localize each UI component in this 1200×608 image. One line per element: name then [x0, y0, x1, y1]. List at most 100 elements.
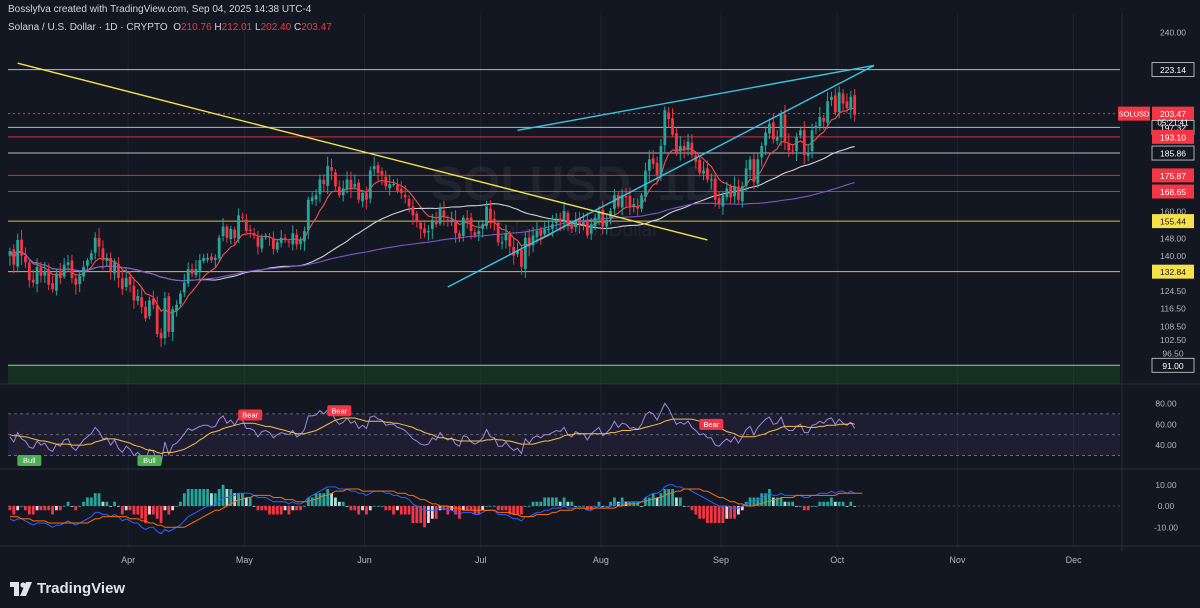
candle-body [349, 179, 353, 189]
candle-body [768, 123, 771, 134]
candle-body [582, 222, 585, 224]
candle [469, 212, 473, 240]
macd-histogram-bar [244, 497, 248, 506]
macd-histogram-bar [58, 506, 62, 511]
candle [849, 90, 853, 119]
open-label: O [173, 22, 182, 33]
candle [830, 91, 833, 106]
candle-body [217, 237, 221, 259]
open-value: 210.76 [181, 22, 212, 33]
macd-histogram-bar [66, 501, 70, 506]
candle [454, 210, 457, 243]
macd-histogram-bar [148, 506, 151, 515]
candle [554, 212, 558, 230]
macd-histogram-bar [574, 506, 578, 507]
macd-histogram-bar [818, 501, 822, 506]
macd-histogram-bar [725, 506, 729, 519]
candle [392, 179, 395, 187]
svg-text:240.00: 240.00 [1160, 27, 1186, 37]
tradingview-logo-icon [10, 581, 32, 596]
candle-body [20, 239, 23, 256]
candle-body [70, 260, 74, 279]
macd-histogram-bar [675, 497, 678, 506]
x-tick-nov: Nov [949, 555, 966, 565]
candle-body [109, 257, 113, 272]
macd-signal-line [9, 488, 863, 528]
trendlines[interactable] [17, 62, 875, 288]
candle-body [388, 184, 392, 189]
candle-body [461, 217, 465, 236]
tradingview-logo[interactable]: TradingView [10, 580, 125, 597]
macd-histogram-bar [721, 506, 725, 523]
candle-body [663, 110, 667, 146]
y-tick-193.10: 193.10 [1152, 129, 1194, 144]
candle [690, 134, 694, 159]
candle [655, 156, 659, 185]
candle [252, 228, 256, 239]
candle [597, 206, 601, 226]
macd-histogram-bar [547, 497, 550, 506]
macd-histogram-bar [217, 489, 221, 506]
candle [353, 174, 357, 190]
candle [682, 140, 686, 159]
macd-histogram-bar [582, 506, 585, 507]
candle-body [512, 246, 516, 256]
candle [430, 213, 434, 239]
candle [314, 189, 318, 206]
candle-body [535, 231, 539, 238]
candle-body [853, 95, 857, 115]
candle-body [558, 218, 562, 223]
macd-histogram-bar [248, 497, 252, 506]
candle-body [566, 212, 570, 225]
candle-body [136, 295, 140, 301]
symbol-legend[interactable]: Solana / U.S. Dollar · 1D · CRYPTO O210.… [8, 22, 332, 33]
candle-body [601, 209, 605, 227]
candle-body [295, 234, 299, 245]
candle-body [725, 188, 729, 198]
candle [210, 252, 213, 263]
candle [752, 153, 756, 190]
candle-body [260, 237, 264, 249]
macd-histogram-bar [535, 501, 539, 506]
candle-body [275, 242, 279, 250]
macd-histogram-bar [659, 493, 663, 506]
macd-histogram-bar [853, 506, 857, 507]
candle-body [624, 195, 628, 198]
macd-histogram-bar [283, 506, 287, 511]
candle [547, 220, 550, 234]
candle-body [706, 168, 709, 180]
y-tick-116.50: 116.50 [1160, 304, 1186, 314]
candle [8, 247, 12, 266]
macd-histogram-bar [27, 506, 31, 515]
candle [721, 191, 725, 215]
macd-histogram-bar [655, 497, 659, 506]
candle [415, 211, 419, 228]
candle [748, 155, 752, 179]
candle-body [105, 257, 109, 261]
macd-histogram-bar [520, 506, 523, 515]
trendline-wedge-lower[interactable] [447, 64, 875, 288]
level-badge [1152, 214, 1194, 229]
candle-body [182, 282, 186, 293]
candle-body [62, 264, 66, 277]
candle [175, 300, 178, 317]
candle [233, 226, 237, 244]
candle [287, 238, 291, 248]
candle-body [458, 233, 461, 238]
candle [779, 110, 783, 146]
candle [399, 180, 403, 200]
macd-histogram-bar [140, 506, 144, 519]
candle [640, 192, 643, 213]
trendline-wedge-upper[interactable] [517, 64, 875, 132]
tradingview-logo-text: TradingView [37, 580, 126, 597]
trendline-downtrend[interactable] [17, 62, 708, 241]
macd-histogram-bar [733, 506, 736, 519]
candle-body [244, 219, 248, 232]
macd-histogram-bar [8, 506, 12, 511]
candle-body [442, 210, 446, 218]
rsi-tick-60.00: 60.00 [1155, 419, 1177, 429]
time-axis[interactable]: Apr May Jun Jul Aug Sep Oct Nov Dec [121, 555, 1082, 565]
candle-body [473, 232, 477, 236]
